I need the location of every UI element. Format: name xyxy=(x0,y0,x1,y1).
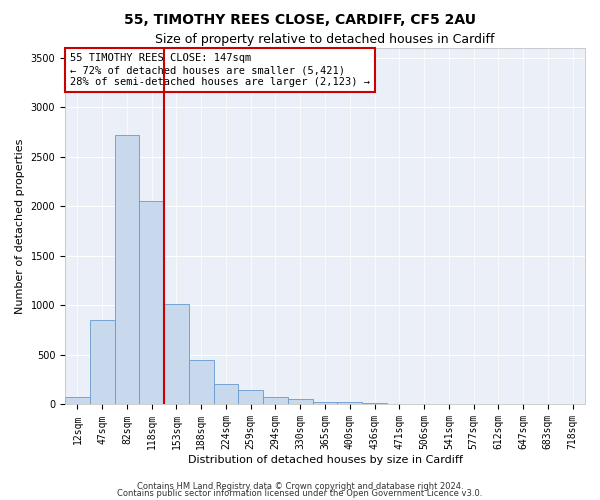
Bar xyxy=(313,402,337,404)
Bar xyxy=(115,135,139,404)
Bar xyxy=(337,402,362,404)
Bar xyxy=(65,397,90,404)
Bar xyxy=(238,390,263,404)
Text: Contains public sector information licensed under the Open Government Licence v3: Contains public sector information licen… xyxy=(118,490,482,498)
Bar xyxy=(263,397,288,404)
Y-axis label: Number of detached properties: Number of detached properties xyxy=(15,138,25,314)
Bar xyxy=(139,200,164,404)
Text: 55 TIMOTHY REES CLOSE: 147sqm
← 72% of detached houses are smaller (5,421)
28% o: 55 TIMOTHY REES CLOSE: 147sqm ← 72% of d… xyxy=(70,54,370,86)
Bar xyxy=(90,320,115,404)
Title: Size of property relative to detached houses in Cardiff: Size of property relative to detached ho… xyxy=(155,32,495,46)
Bar xyxy=(164,304,189,404)
X-axis label: Distribution of detached houses by size in Cardiff: Distribution of detached houses by size … xyxy=(188,455,463,465)
Bar xyxy=(288,399,313,404)
Bar xyxy=(214,384,238,404)
Text: Contains HM Land Registry data © Crown copyright and database right 2024.: Contains HM Land Registry data © Crown c… xyxy=(137,482,463,491)
Bar xyxy=(189,360,214,405)
Text: 55, TIMOTHY REES CLOSE, CARDIFF, CF5 2AU: 55, TIMOTHY REES CLOSE, CARDIFF, CF5 2AU xyxy=(124,12,476,26)
